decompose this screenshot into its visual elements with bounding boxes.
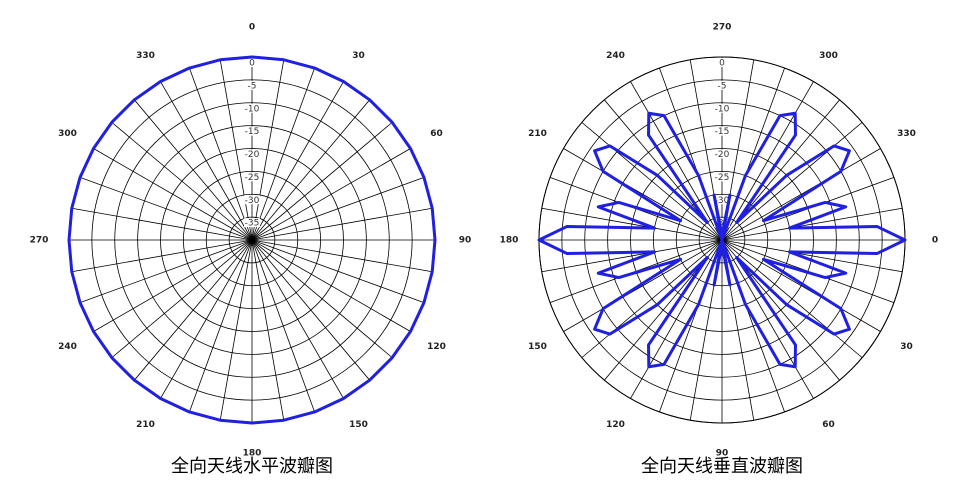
theta-tick-label: 270 [30, 236, 49, 246]
theta-tick-label: 0 [249, 23, 255, 33]
tick-label-bg [714, 80, 730, 90]
theta-tick-label: 60 [822, 420, 835, 430]
tick-label-bg [714, 218, 730, 228]
pattern-line [67, 55, 437, 425]
r-tick-label: -35 [245, 219, 260, 229]
r-tick-label: -15 [245, 127, 260, 137]
theta-tick-label: 150 [349, 420, 368, 430]
tick-label-bg [244, 80, 260, 90]
theta-tick-label: 210 [136, 420, 155, 430]
theta-tick-label: 180 [500, 236, 519, 246]
tick-label-bg [244, 103, 260, 113]
chart-title: 全向天线水平波瓣图 [171, 456, 333, 477]
r-tick-label: -20 [715, 150, 730, 160]
tick-label-bg [244, 172, 260, 182]
r-tick-label: -25 [715, 173, 730, 183]
theta-tick-label: 120 [606, 420, 625, 430]
tick-label-bg [244, 218, 260, 228]
ring [114, 102, 390, 378]
r-tick-label: -15 [715, 127, 730, 137]
ring [584, 102, 860, 378]
theta-tick-label: 300 [819, 51, 838, 61]
tick-label-bg [714, 103, 730, 113]
ring [182, 170, 322, 310]
ring [652, 170, 792, 310]
ring [137, 125, 367, 355]
theta-tick-label: 330 [897, 129, 916, 139]
r-tick-label: -10 [715, 104, 730, 114]
chart-title: 全向天线垂直波瓣图 [641, 456, 803, 477]
theta-tick-label: 150 [528, 342, 547, 352]
theta-tick-label: 210 [528, 129, 547, 139]
ring [675, 193, 769, 287]
tick-label-bg [714, 58, 730, 67]
r-tick-label: -30 [715, 196, 730, 206]
tick-label-bg [244, 126, 260, 136]
ring [698, 216, 746, 264]
theta-tick-label: 90 [716, 449, 729, 459]
theta-tick-label: 30 [352, 51, 365, 61]
tick-label-bg [714, 149, 730, 159]
theta-tick-label: 270 [713, 23, 732, 33]
theta-tick-label: 0 [932, 236, 938, 246]
ring [228, 216, 276, 264]
theta-tick-label: 300 [58, 129, 77, 139]
tick-label-bg [714, 172, 730, 182]
pattern-line [537, 111, 907, 369]
tick-label-bg [244, 58, 260, 67]
ring [630, 148, 814, 332]
tick-label-bg [244, 195, 260, 205]
theta-tick-label: 240 [606, 51, 625, 61]
theta-tick-label: 330 [136, 51, 155, 61]
ring [607, 125, 837, 355]
theta-tick-label: 180 [243, 449, 262, 459]
r-tick-label: -35 [715, 219, 730, 229]
theta-tick-label: 60 [430, 129, 443, 139]
r-tick-label: -10 [245, 104, 260, 114]
r-tick-label: 0 [719, 59, 725, 69]
ring [160, 148, 344, 332]
r-tick-label: -5 [248, 81, 257, 91]
ring [91, 79, 413, 401]
r-tick-label: -5 [718, 81, 727, 91]
ring [561, 79, 883, 401]
r-tick-label: -25 [245, 173, 260, 183]
r-tick-label: -20 [245, 150, 260, 160]
theta-tick-label: 30 [900, 342, 913, 352]
theta-tick-label: 240 [58, 342, 77, 352]
r-tick-label: -30 [245, 196, 260, 206]
r-tick-label: 0 [249, 59, 255, 69]
tick-label-bg [714, 126, 730, 136]
tick-label-bg [244, 149, 260, 159]
theta-tick-label: 120 [427, 342, 446, 352]
tick-label-bg [714, 195, 730, 205]
ring [205, 193, 299, 287]
theta-tick-label: 90 [459, 236, 472, 246]
